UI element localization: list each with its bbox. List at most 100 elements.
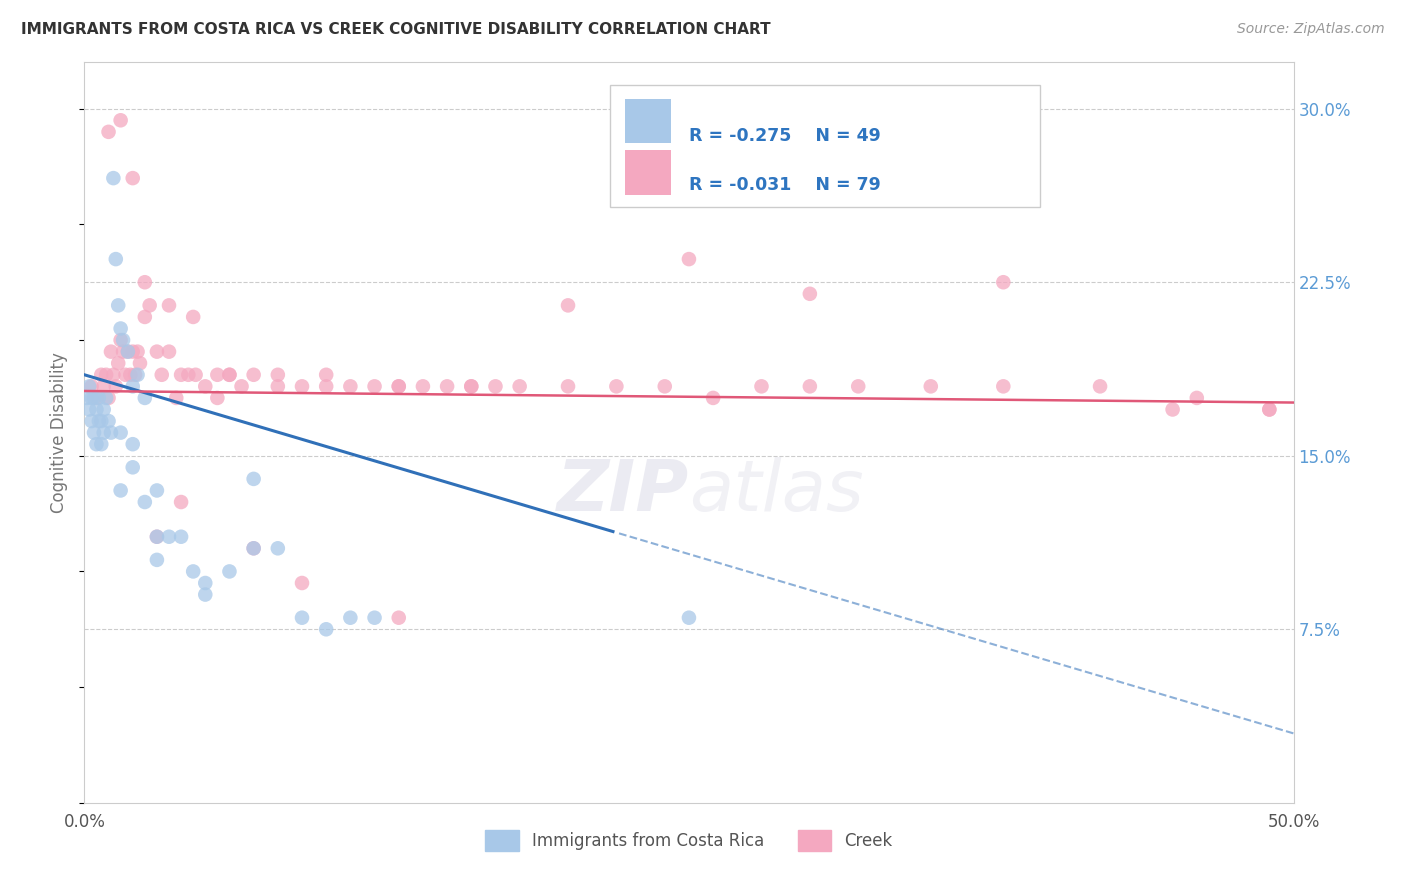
Point: [117, 344, 139, 359]
Point: [194, 576, 217, 591]
Point: [104, 252, 127, 266]
Point: [218, 368, 240, 382]
Legend: Immigrants from Costa Rica, Creek: Immigrants from Costa Rica, Creek: [478, 823, 900, 857]
Point: [678, 252, 700, 266]
Point: [134, 495, 156, 509]
Point: [1185, 391, 1208, 405]
Point: [557, 298, 579, 312]
Point: [94, 391, 117, 405]
Point: [751, 379, 773, 393]
Point: [104, 379, 127, 393]
Point: [77, 402, 100, 417]
Point: [363, 379, 385, 393]
Point: [146, 483, 169, 498]
Point: [110, 425, 132, 440]
Point: [86, 437, 108, 451]
Point: [138, 298, 160, 312]
Point: [315, 622, 337, 636]
Point: [94, 368, 117, 382]
Point: [93, 379, 115, 393]
Text: IMMIGRANTS FROM COSTA RICA VS CREEK COGNITIVE DISABILITY CORRELATION CHART: IMMIGRANTS FROM COSTA RICA VS CREEK COGN…: [21, 22, 770, 37]
Point: [129, 356, 152, 370]
Point: [90, 437, 112, 451]
Point: [267, 368, 290, 382]
Point: [134, 275, 156, 289]
Point: [388, 379, 411, 393]
Point: [112, 344, 135, 359]
Point: [134, 310, 156, 324]
Point: [157, 530, 180, 544]
Point: [509, 379, 531, 393]
Point: [412, 379, 434, 393]
Point: [110, 483, 132, 498]
Point: [86, 402, 108, 417]
Point: [117, 344, 139, 359]
Point: [170, 495, 193, 509]
Text: Source: ZipAtlas.com: Source: ZipAtlas.com: [1237, 22, 1385, 37]
Point: [121, 344, 143, 359]
Point: [460, 379, 482, 393]
Text: R = -0.275    N = 49: R = -0.275 N = 49: [689, 127, 880, 145]
Point: [146, 553, 169, 567]
Point: [97, 391, 120, 405]
Point: [1258, 402, 1281, 417]
Point: [86, 391, 108, 405]
Point: [87, 414, 110, 428]
Point: [100, 425, 122, 440]
Text: R = -0.031    N = 79: R = -0.031 N = 79: [689, 176, 880, 194]
Point: [110, 333, 132, 347]
Point: [315, 379, 337, 393]
Point: [127, 368, 149, 382]
Point: [97, 414, 120, 428]
Point: [291, 379, 314, 393]
Text: ZIP: ZIP: [557, 458, 689, 526]
Point: [127, 344, 149, 359]
Point: [267, 541, 290, 556]
Point: [605, 379, 627, 393]
Point: [799, 379, 821, 393]
Point: [110, 321, 132, 335]
Point: [436, 379, 458, 393]
FancyBboxPatch shape: [610, 85, 1039, 207]
Point: [77, 379, 100, 393]
Point: [157, 344, 180, 359]
Point: [194, 379, 217, 393]
Point: [146, 344, 169, 359]
Point: [846, 379, 869, 393]
Point: [460, 379, 482, 393]
Point: [339, 379, 361, 393]
Point: [315, 368, 337, 382]
Point: [184, 368, 207, 382]
Point: [242, 368, 264, 382]
Point: [157, 298, 180, 312]
Point: [388, 379, 411, 393]
Point: [90, 368, 112, 382]
Point: [97, 125, 120, 139]
Point: [388, 610, 411, 624]
Point: [1088, 379, 1111, 393]
Point: [120, 368, 142, 382]
Point: [291, 576, 314, 591]
Bar: [624, 99, 671, 144]
Point: [146, 530, 169, 544]
Point: [110, 113, 132, 128]
Point: [107, 356, 129, 370]
Point: [124, 368, 146, 382]
Point: [107, 298, 129, 312]
Point: [242, 541, 264, 556]
Point: [83, 425, 105, 440]
Point: [87, 391, 110, 405]
Point: [1258, 402, 1281, 417]
Point: [702, 391, 724, 405]
Point: [93, 425, 115, 440]
Point: [93, 402, 115, 417]
Point: [103, 171, 125, 186]
Point: [799, 286, 821, 301]
Point: [242, 472, 264, 486]
Y-axis label: Cognitive Disability: Cognitive Disability: [51, 352, 69, 513]
Point: [363, 610, 385, 624]
Point: [207, 391, 229, 405]
Point: [103, 368, 125, 382]
Point: [339, 610, 361, 624]
Text: atlas: atlas: [689, 458, 863, 526]
